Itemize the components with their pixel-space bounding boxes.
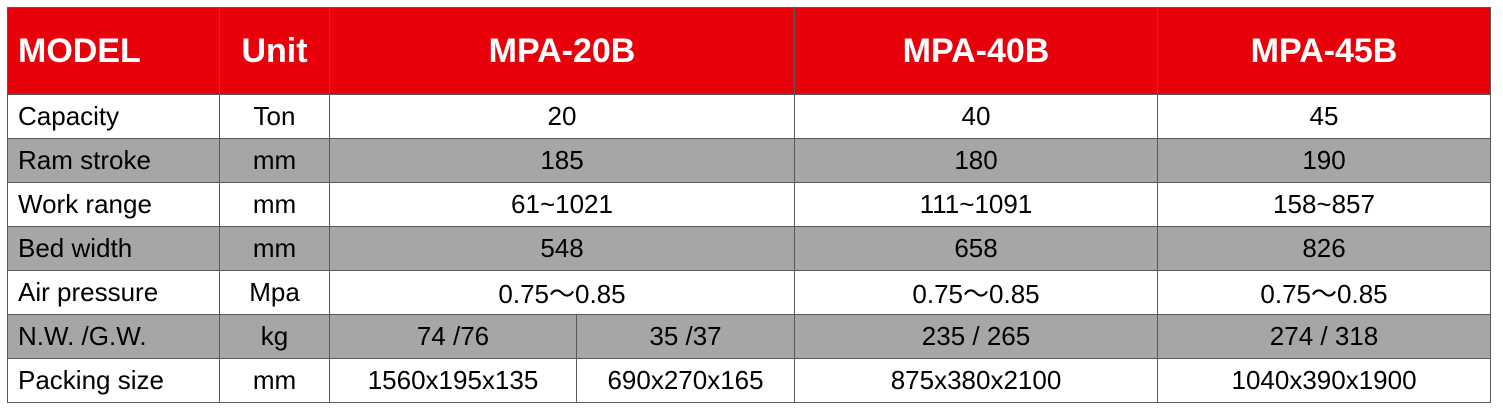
value-cell: 74 /76: [329, 314, 577, 359]
unit-cell: Mpa: [219, 270, 330, 315]
value-cell: 45: [1157, 94, 1492, 139]
value-cell: 235 / 265: [794, 314, 1159, 359]
value-cell: 20: [328, 94, 796, 139]
value-cell: 658: [794, 226, 1159, 271]
spec-table: MODEL Unit MPA-20B MPA-40B MPA-45B Capac…: [7, 7, 1492, 403]
header-cell: MODEL: [7, 7, 220, 95]
row-label: Ram stroke: [7, 138, 220, 183]
table-row: Ram stroke mm 185 180 190: [7, 138, 1492, 183]
value-cell: 111~1091: [794, 182, 1159, 227]
value-cell: 180: [794, 138, 1159, 183]
unit-cell: kg: [219, 314, 330, 359]
table-row: Packing size mm 1560x195x135 690x270x165 875…: [7, 358, 1492, 403]
unit-cell: mm: [219, 226, 330, 271]
row-label: Air pressure: [7, 270, 220, 315]
value-cell: 0.75～0.85: [328, 270, 796, 315]
table-row: Capacity Ton 20 40 45: [7, 94, 1492, 139]
value-cell: 190: [1157, 138, 1492, 183]
value-cell: 1040x390x1900: [1157, 358, 1492, 403]
header-cell: Unit: [219, 7, 330, 95]
table-row: Air pressure Mpa 0.75～0.85 0.75～0.85 0.75～0.…: [7, 270, 1492, 315]
row-label: Packing size: [7, 358, 220, 403]
value-cell: 35 /37: [575, 314, 796, 359]
unit-cell: mm: [219, 358, 330, 403]
value-cell: 1560x195x135: [329, 358, 577, 403]
row-label: Capacity: [7, 94, 220, 139]
header-cell: MPA-40B: [794, 7, 1159, 95]
table-row: Bed width mm 548 658 826: [7, 226, 1492, 271]
value-cell: 690x270x165: [575, 358, 796, 403]
value-cell: 274 / 318: [1157, 314, 1492, 359]
value-cell: 826: [1157, 226, 1492, 271]
table-row: Work range mm 61~1021 111~1091 158~857: [7, 182, 1492, 227]
row-label: Work range: [7, 182, 220, 227]
row-label: Bed width: [7, 226, 220, 271]
unit-cell: mm: [219, 182, 330, 227]
header-row: MODEL Unit MPA-20B MPA-40B MPA-45B: [7, 7, 1492, 95]
value-cell: 185: [328, 138, 796, 183]
value-cell: 0.75～0.85: [794, 270, 1159, 315]
unit-cell: Ton: [219, 94, 330, 139]
value-cell: 548: [328, 226, 796, 271]
header-cell: MPA-20B: [328, 7, 796, 95]
table-row: N.W. /G.W. kg 74 /76 35 /37 235 / 265 274 / 3…: [7, 314, 1492, 359]
unit-cell: mm: [219, 138, 330, 183]
value-cell: 40: [794, 94, 1159, 139]
value-cell: 0.75～0.85: [1157, 270, 1492, 315]
row-label: N.W. /G.W.: [7, 314, 220, 359]
value-cell: 875x380x2100: [794, 358, 1159, 403]
value-cell: 158~857: [1157, 182, 1492, 227]
table-body: Capacity Ton 20 40 45 Ram stroke mm 185 180 190 Wo…: [7, 94, 1492, 403]
value-cell: 61~1021: [328, 182, 796, 227]
header-cell: MPA-45B: [1157, 7, 1492, 95]
